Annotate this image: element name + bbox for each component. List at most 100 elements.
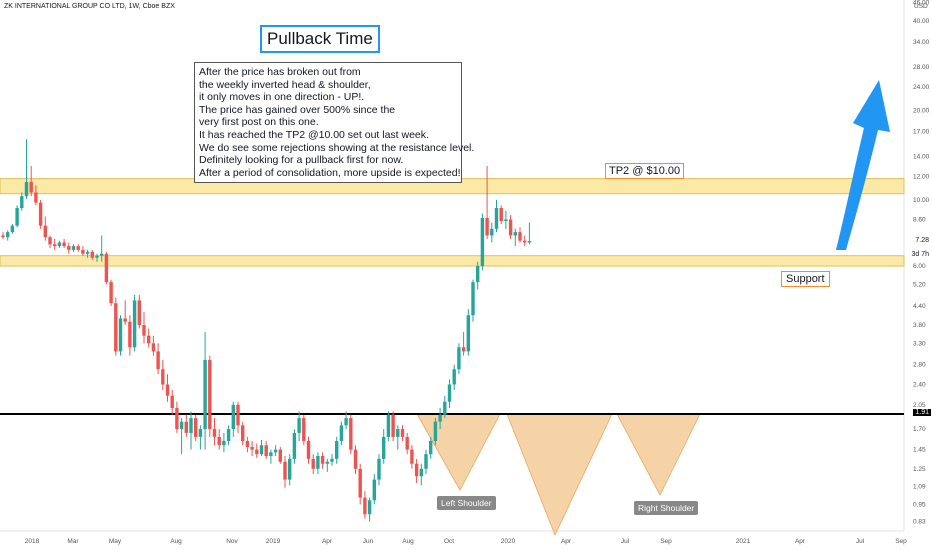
- candle: [175, 401, 179, 433]
- candle: [24, 139, 29, 199]
- candle: [471, 279, 475, 322]
- candle: [363, 491, 367, 519]
- candle: [245, 436, 250, 453]
- y-tick-label: 3.30: [913, 340, 926, 347]
- headline-box: Pullback Time: [260, 25, 380, 53]
- candle: [95, 253, 99, 262]
- candle-body: [43, 225, 47, 238]
- candle: [48, 235, 52, 248]
- candle: [424, 449, 428, 475]
- candle-body: [377, 458, 381, 480]
- candle: [128, 315, 132, 356]
- candle: [452, 364, 456, 390]
- candle: [118, 315, 123, 356]
- x-tick-label: Jul: [621, 538, 630, 545]
- candle-body: [490, 228, 494, 236]
- candle-body: [400, 429, 405, 437]
- candle: [419, 463, 423, 486]
- candle: [53, 238, 57, 250]
- candle: [494, 200, 499, 233]
- candle: [250, 440, 254, 457]
- candle-body: [476, 266, 480, 283]
- candle-body: [109, 282, 113, 304]
- candle-body: [161, 369, 165, 385]
- candle: [330, 454, 334, 466]
- x-tick-label: May: [109, 538, 122, 545]
- candle-body: [85, 251, 90, 254]
- candle-body: [527, 241, 532, 243]
- candle-body: [504, 219, 508, 222]
- y-tick-label: 40.00: [913, 18, 930, 25]
- candle: [447, 379, 452, 409]
- candle: [311, 454, 315, 475]
- candle-body: [438, 414, 442, 422]
- candle: [1, 232, 5, 239]
- y-tick-label: 1.70: [913, 426, 926, 433]
- candle: [43, 216, 47, 241]
- candle: [241, 421, 245, 446]
- candle: [114, 297, 118, 356]
- candle-body: [137, 300, 141, 326]
- candle: [508, 215, 513, 239]
- candle: [67, 242, 71, 254]
- candle: [259, 440, 264, 457]
- candle-body: [189, 418, 193, 433]
- candle-body: [414, 463, 419, 477]
- candle: [518, 227, 522, 243]
- candle-body: [372, 479, 376, 501]
- candle: [377, 454, 381, 486]
- x-tick-label: 2019: [266, 538, 281, 545]
- candle-body: [226, 429, 231, 441]
- candle: [480, 213, 485, 271]
- candle: [10, 224, 15, 234]
- candle-body: [264, 445, 268, 457]
- left-shoulder-label: Left Shoulder: [437, 496, 496, 510]
- candle-body: [499, 207, 503, 222]
- candle: [523, 235, 527, 247]
- candle-body: [165, 384, 170, 396]
- candle-body: [128, 321, 132, 348]
- candle-body: [194, 418, 198, 437]
- candle: [367, 497, 372, 522]
- candle-body: [391, 414, 395, 437]
- candle: [306, 436, 311, 464]
- candle-body: [447, 384, 452, 402]
- candle-body: [320, 456, 325, 464]
- y-tick-label: 17.00: [913, 128, 930, 135]
- candle-body: [288, 458, 292, 480]
- candle: [372, 474, 376, 505]
- candle: [203, 332, 207, 450]
- x-tick-label: Jun: [363, 538, 374, 545]
- candle-body: [222, 440, 226, 446]
- candle: [485, 166, 489, 239]
- candle-body: [523, 240, 527, 243]
- candle-body: [452, 369, 456, 385]
- candle: [429, 436, 433, 459]
- candle-body: [1, 235, 5, 238]
- candle-body: [6, 232, 10, 238]
- analysis-note: After the price has broken out from the …: [194, 62, 474, 184]
- y-tick-label: 6.00: [913, 263, 926, 270]
- candle-body: [34, 192, 38, 203]
- candle: [217, 429, 221, 450]
- candle-body: [24, 181, 29, 197]
- y-tick-label: 1.45: [913, 447, 926, 454]
- candle-body: [494, 207, 499, 229]
- y-unit-label: USD: [914, 3, 928, 10]
- candle-body: [283, 461, 287, 480]
- x-tick-label: Sep: [660, 538, 672, 545]
- candle-body: [306, 440, 311, 459]
- candle-body: [57, 242, 62, 247]
- candle-body: [335, 440, 339, 459]
- y-tick-label: 46.00: [913, 0, 930, 7]
- note-line: The price has gained over 500% since the: [199, 103, 396, 116]
- note-line: it only moves in one direction - UP!.: [199, 91, 365, 104]
- candle-body: [419, 468, 423, 477]
- candle-body: [241, 425, 245, 441]
- y-tick-label: 24.00: [913, 84, 930, 91]
- candle-body: [396, 429, 400, 437]
- candle: [76, 244, 80, 252]
- right-shoulder-label: Right Shoulder: [634, 501, 699, 515]
- candle: [62, 238, 66, 248]
